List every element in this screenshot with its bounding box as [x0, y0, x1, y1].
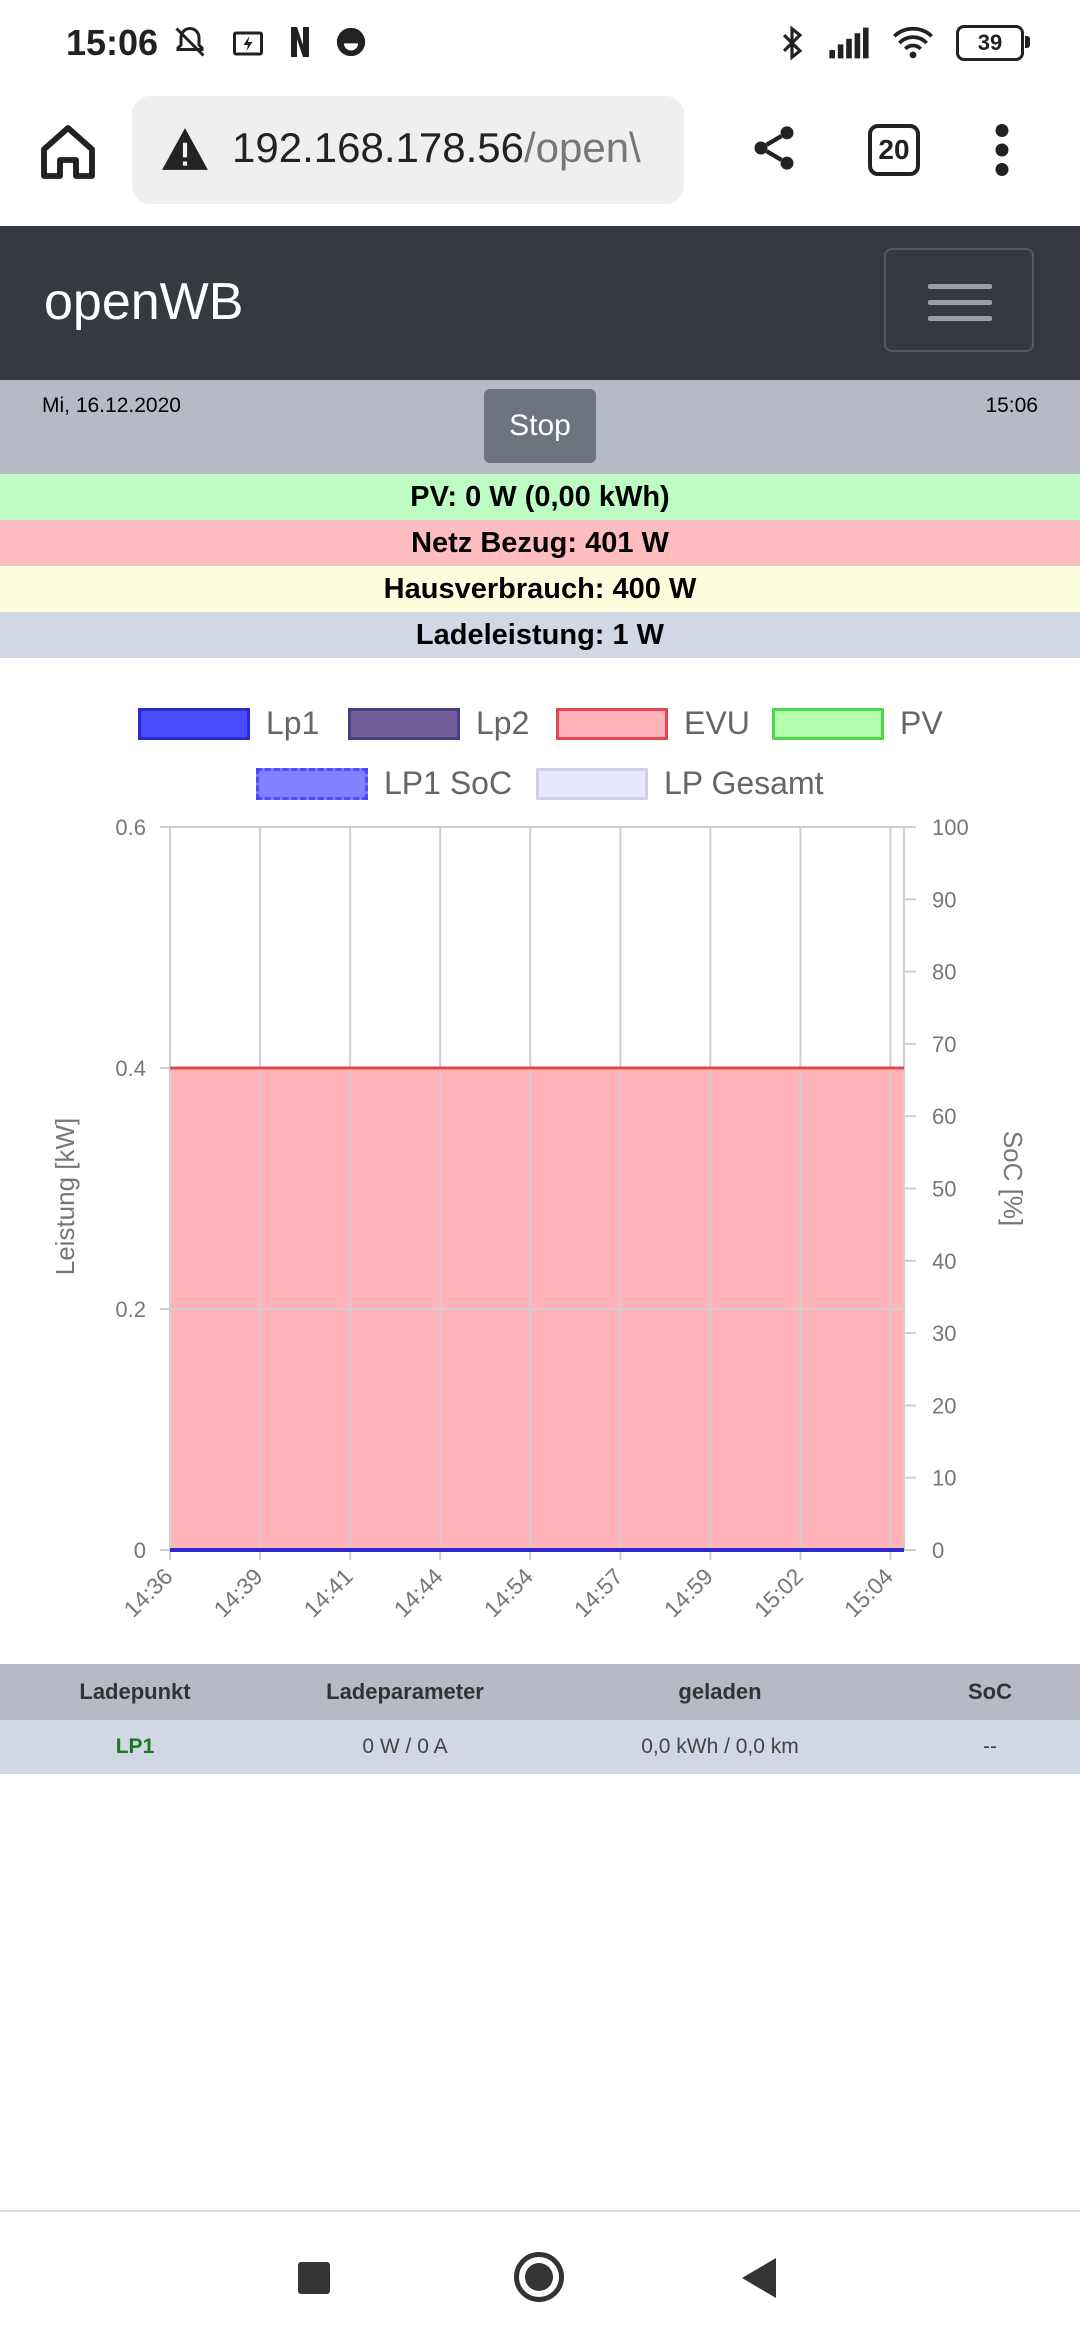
y2-tick-label: 80: [932, 960, 956, 985]
y2-tick-label: 60: [932, 1104, 956, 1129]
legend-swatch: [772, 707, 884, 740]
current-time: 15:06: [985, 394, 1038, 417]
legend-label: PV: [900, 705, 943, 741]
legend-swatch: [256, 767, 368, 800]
status-bar: 15:06 39: [0, 0, 1080, 90]
y2-tick-label: 10: [932, 1466, 956, 1491]
battery-saver-icon: [233, 31, 263, 56]
y2-tick-label: 40: [932, 1249, 956, 1274]
legend-item-lp1[interactable]: Lp1: [138, 705, 319, 742]
y2-tick-label: 90: [932, 887, 956, 912]
legend-item-pv[interactable]: PV: [772, 705, 943, 742]
y2-tick-label: 0: [932, 1538, 944, 1563]
y2-axis-title: SoC [%]: [998, 1131, 1028, 1226]
y2-tick-label: 20: [932, 1393, 956, 1418]
wifi-icon: [893, 26, 933, 59]
hamburger-line: [928, 284, 992, 289]
address-bar[interactable]: 192.168.178.56/open\: [132, 96, 684, 204]
url-text: 192.168.178.56/open\: [232, 124, 641, 171]
current-date: Mi, 16.12.2020: [42, 394, 181, 417]
x-tick-label: 14:57: [569, 1563, 628, 1622]
home-icon[interactable]: [36, 120, 100, 184]
recents-icon[interactable]: [298, 2262, 330, 2294]
netflix-icon: [291, 27, 309, 57]
x-tick-label: 14:44: [389, 1563, 448, 1622]
x-tick-label: 14:59: [659, 1563, 718, 1622]
share-icon[interactable]: [748, 120, 800, 176]
y-axis-title: Leistung [kW]: [50, 1118, 80, 1276]
home-nav-icon[interactable]: [514, 2252, 564, 2302]
x-tick-label: 15:02: [749, 1563, 808, 1622]
pv-status: PV: 0 W (0,00 kWh): [0, 474, 1080, 520]
house-consumption-status: Hausverbrauch: 400 W: [0, 566, 1080, 612]
hamburger-menu-button[interactable]: [884, 248, 1034, 352]
y-tick-label: 0.6: [115, 815, 146, 840]
tab-switcher-button[interactable]: 20: [868, 124, 920, 176]
legend-label: LP Gesamt: [664, 765, 824, 801]
hamburger-line: [928, 300, 992, 305]
legend-label: Lp2: [476, 705, 530, 741]
charging-power-status: Ladeleistung: 1 W: [0, 612, 1080, 658]
legend-label: LP1 SoC: [384, 765, 513, 801]
y2-tick-label: 70: [932, 1032, 956, 1057]
signal-icon: [829, 27, 869, 59]
date-bar: Mi, 16.12.2020 Stop 15:06: [0, 380, 1080, 474]
browser-toolbar: 192.168.178.56/open\ 20: [0, 90, 1080, 226]
x-tick-label: 15:04: [839, 1563, 898, 1622]
legend-item-lp2[interactable]: Lp2: [348, 705, 529, 742]
table-header: Ladepunkt Ladeparameter geladen SoC: [0, 1664, 1080, 1720]
status-time: 15:06: [66, 22, 159, 63]
y2-tick-label: 100: [932, 815, 969, 840]
y-tick-label: 0.2: [115, 1297, 146, 1322]
legend-swatch: [556, 707, 668, 740]
x-tick-label: 14:39: [209, 1563, 268, 1622]
legend-swatch: [348, 707, 460, 740]
header-soc: SoC: [968, 1679, 1012, 1704]
divider: [0, 2210, 1080, 2212]
x-tick-label: 14:36: [118, 1563, 177, 1622]
battery-indicator: 39: [956, 25, 1030, 61]
warning-icon[interactable]: [160, 126, 210, 172]
cell-ladeparameter: 0 W / 0 A: [362, 1735, 448, 1758]
y-tick-label: 0.4: [115, 1056, 146, 1081]
brand-title[interactable]: openWB: [44, 273, 244, 331]
header-ladepunkt: Ladepunkt: [79, 1679, 191, 1704]
y2-tick-label: 30: [932, 1321, 956, 1346]
cell-soc: --: [983, 1735, 997, 1758]
legend-item-evu[interactable]: EVU: [556, 705, 750, 742]
stop-button[interactable]: Stop: [484, 389, 596, 463]
legend-item-lp-gesamt[interactable]: LP Gesamt: [536, 765, 823, 802]
y-tick-label: 0: [134, 1538, 146, 1563]
header-geladen: geladen: [678, 1679, 762, 1704]
y2-tick-label: 50: [932, 1177, 956, 1202]
table-row: LP1 0 W / 0 A 0,0 kWh / 0,0 km --: [0, 1720, 1080, 1774]
more-menu-icon[interactable]: [990, 124, 1014, 176]
grid-import-status: Netz Bezug: 401 W: [0, 520, 1080, 566]
app-icon: [336, 27, 366, 57]
legend-label: Lp1: [266, 705, 320, 741]
legend-label: EVU: [684, 705, 750, 741]
hamburger-line: [928, 316, 992, 321]
system-navigation-bar: [0, 2212, 1080, 2340]
cell-ladepunkt[interactable]: LP1: [115, 1735, 155, 1758]
bluetooth-icon: [782, 25, 803, 61]
legend-item-lp1-soc[interactable]: LP1 SoC: [256, 765, 512, 802]
legend-swatch: [138, 707, 250, 740]
x-tick-label: 14:41: [299, 1563, 358, 1622]
legend-swatch: [536, 767, 648, 800]
header-ladeparameter: Ladeparameter: [326, 1679, 484, 1704]
muted-bell-icon: [175, 26, 205, 57]
x-tick-label: 14:54: [479, 1563, 538, 1622]
cell-geladen: 0,0 kWh / 0,0 km: [641, 1735, 799, 1758]
back-icon[interactable]: [742, 2258, 776, 2298]
app-navbar: openWB: [0, 226, 1080, 380]
power-chart: 0 0.2 0.4 0.6 0 10 20 30 40 50 60 70 80 90 100 14:36 14:…: [50, 815, 1028, 1622]
